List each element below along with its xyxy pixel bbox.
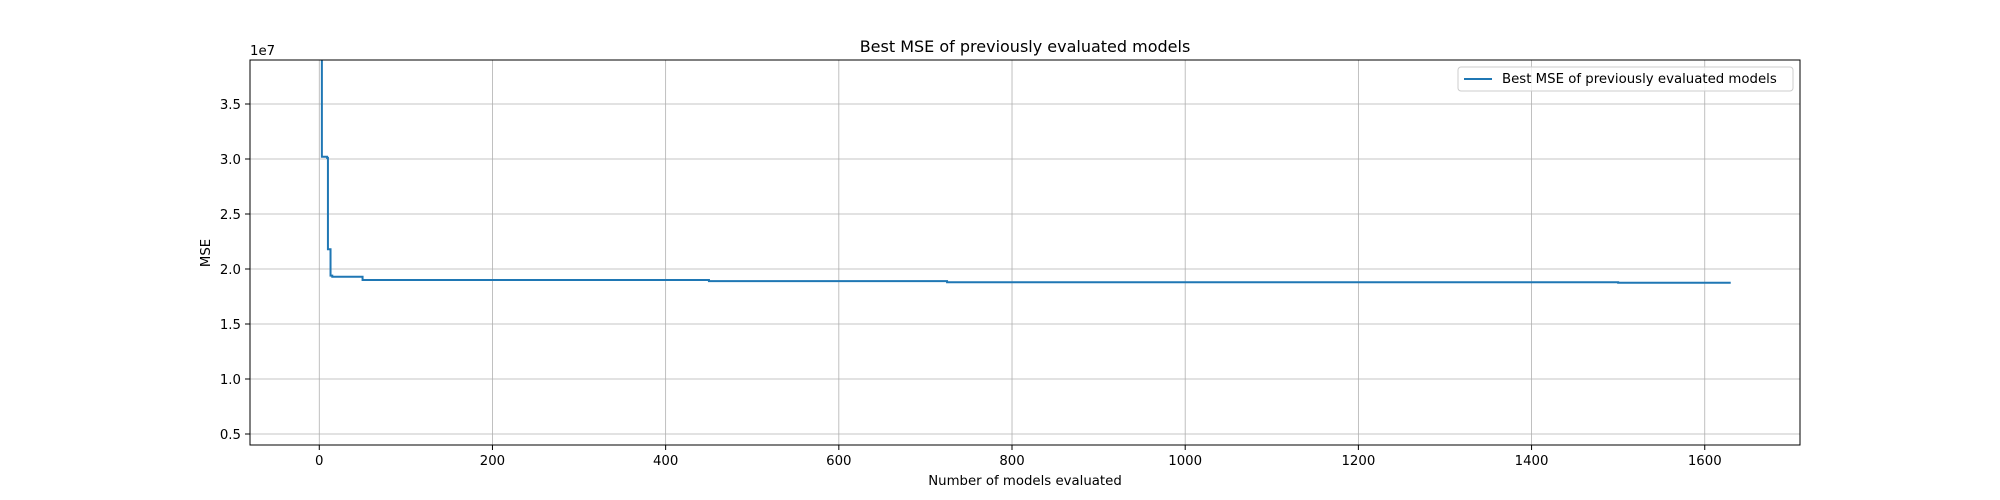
x-tick-label: 600	[826, 454, 851, 469]
y-tick-label: 2.0	[220, 263, 241, 278]
y-axis-label: MSE	[199, 239, 214, 267]
x-tick-label: 800	[999, 454, 1024, 469]
y-tick-label: 2.5	[220, 208, 241, 223]
x-tick-label: 0	[315, 454, 323, 469]
x-tick-label: 1000	[1168, 454, 1202, 469]
x-axis-label: Number of models evaluated	[928, 474, 1122, 489]
plot-area	[250, 60, 1800, 445]
grid	[250, 60, 1800, 445]
x-tick-label: 1600	[1688, 454, 1722, 469]
series-layer	[320, 60, 1731, 284]
legend-box	[1457, 66, 1794, 92]
legend-label: Best MSE of previously evaluated models	[1502, 72, 1777, 87]
legend: Best MSE of previously evaluated models	[1457, 66, 1794, 92]
y-axis-offset-label: 1e7	[250, 44, 275, 59]
x-tick-label: 200	[480, 454, 505, 469]
y-tick-label: 0.5	[220, 428, 241, 443]
chart-title: Best MSE of previously evaluated models	[860, 37, 1191, 56]
x-tick-label: 1400	[1515, 454, 1549, 469]
y-tick-label: 1.0	[220, 373, 241, 388]
x-tick-label: 400	[653, 454, 678, 469]
y-tick-label: 3.0	[220, 153, 241, 168]
series-line-0	[320, 60, 1731, 284]
y-tick-label: 1.5	[220, 318, 241, 333]
ticks: 0 200 400 600 800 1000 1200 1400 1600 0.5 1.0 1.5 2.…	[220, 98, 1722, 469]
plot-frame	[249, 59, 1801, 446]
y-tick-label: 3.5	[220, 98, 241, 113]
x-tick-label: 1200	[1341, 454, 1375, 469]
